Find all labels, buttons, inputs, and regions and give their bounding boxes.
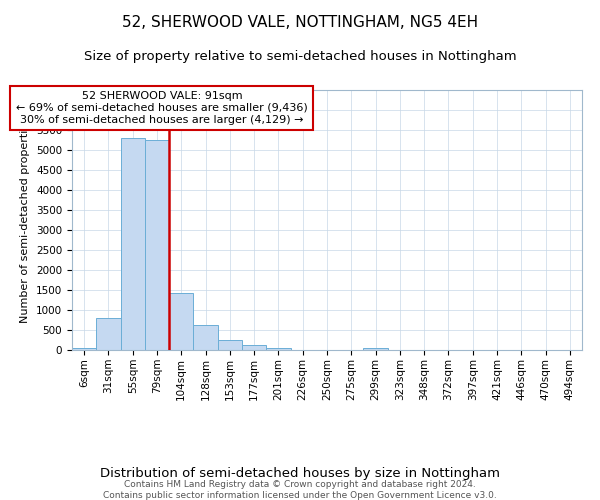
Bar	[193, 325, 218, 350]
Bar	[242, 345, 266, 350]
Bar	[121, 138, 145, 350]
Text: 52, SHERWOOD VALE, NOTTINGHAM, NG5 4EH: 52, SHERWOOD VALE, NOTTINGHAM, NG5 4EH	[122, 15, 478, 30]
Bar	[218, 340, 242, 350]
Bar	[72, 348, 96, 350]
Y-axis label: Number of semi-detached properties: Number of semi-detached properties	[20, 117, 31, 323]
Bar	[364, 348, 388, 350]
Text: Contains HM Land Registry data © Crown copyright and database right 2024.
Contai: Contains HM Land Registry data © Crown c…	[103, 480, 497, 500]
Text: Size of property relative to semi-detached houses in Nottingham: Size of property relative to semi-detach…	[83, 50, 517, 63]
Bar	[169, 293, 193, 350]
Bar	[96, 318, 121, 350]
Bar	[266, 348, 290, 350]
Text: 52 SHERWOOD VALE: 91sqm
← 69% of semi-detached houses are smaller (9,436)
30% of: 52 SHERWOOD VALE: 91sqm ← 69% of semi-de…	[16, 92, 308, 124]
Bar	[145, 140, 169, 350]
Text: Distribution of semi-detached houses by size in Nottingham: Distribution of semi-detached houses by …	[100, 467, 500, 480]
